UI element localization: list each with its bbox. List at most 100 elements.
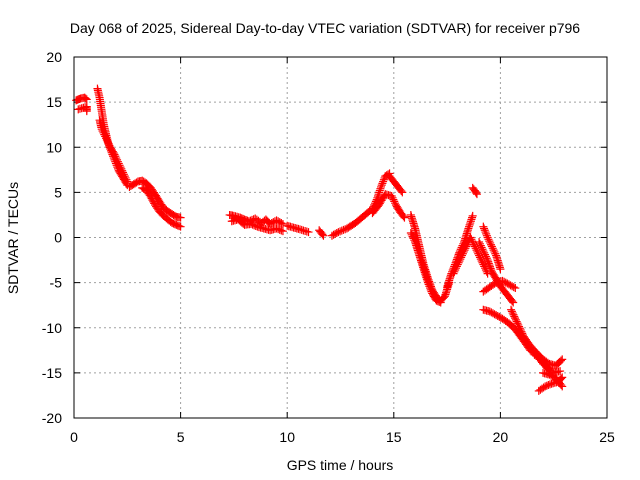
data-point [277,226,286,235]
data-point [436,298,445,307]
data-point [425,282,434,291]
data-point [467,235,476,244]
data-point [334,228,343,237]
data-point [466,233,475,242]
chart-title: Day 068 of 2025, Sidereal Day-to-day VTE… [70,20,580,36]
y-tick-label: -5 [50,275,63,291]
data-point [387,191,396,200]
data-point [472,188,481,197]
data-point [478,245,487,254]
data-point [103,137,112,146]
series-seg-g2 [368,190,409,222]
series-seg-o [530,350,565,377]
data-point [481,252,490,261]
data-point [101,132,110,141]
data-point [455,256,464,265]
data-point [510,312,519,321]
series-seg-k2 [479,222,505,274]
data-point [475,239,484,248]
data-point [479,247,488,256]
data-point [113,155,122,164]
data-point [476,255,485,264]
data-point [119,170,128,179]
data-point [509,310,518,319]
data-point [461,244,470,253]
series-seg-i2 [449,233,492,278]
series-seg-f [315,226,328,240]
data-point [515,322,524,331]
data-point [115,161,124,170]
data-point [97,125,106,134]
x-axis-label: GPS time / hours [287,457,394,473]
data-point [375,186,384,195]
data-point [480,224,489,233]
data-point [398,188,407,197]
data-point [475,251,484,260]
x-tick-label: 0 [70,429,78,445]
data-point [176,222,185,231]
data-point [456,255,465,264]
data-point [98,127,107,136]
data-point [82,107,91,116]
data-point [487,242,496,251]
series-seg-b2 [95,116,132,186]
data-point [390,197,399,206]
data-point [509,283,518,292]
x-tick-label: 15 [386,429,402,445]
data-point [277,219,286,228]
data-point [407,230,416,239]
data-point [176,213,185,222]
data-point [104,139,113,148]
data-point [491,249,500,258]
data-point [468,211,477,220]
data-point [485,261,494,270]
data-point [468,237,477,246]
data-point [474,249,483,258]
data-point [486,262,495,271]
data-point [399,212,408,221]
series-seg-d2 [227,215,287,236]
data-point [114,159,123,168]
data-point [490,247,499,256]
y-axis-label: SDTVAR / TECUs [5,182,21,294]
y-tick-label: 20 [46,49,62,65]
data-point [376,184,385,193]
data-point [460,246,469,255]
data-point [175,222,184,231]
data-point [487,240,496,249]
data-point [459,247,468,256]
data-point [410,236,419,245]
data-point [511,314,520,323]
data-point [426,285,435,294]
data-point [479,222,488,231]
data-point [482,229,491,238]
data-point [319,231,328,240]
data-point [122,175,131,184]
data-point [458,249,467,258]
x-tick-label: 10 [279,429,295,445]
data-point [82,95,91,104]
data-point [378,179,387,188]
data-point [426,284,435,293]
data-point [478,258,487,267]
data-point [120,172,129,181]
data-point [509,298,518,307]
data-point [511,284,520,293]
data-point [496,265,505,274]
data-point [466,219,475,228]
data-point [375,188,384,197]
data-point [449,269,458,278]
data-point [514,320,523,329]
data-point [480,248,489,257]
y-tick-label: 5 [54,184,62,200]
data-points [72,84,567,395]
data-point [388,193,397,202]
data-point [318,230,327,239]
data-point [465,220,474,229]
y-tick-label: -10 [42,320,62,336]
data-point [379,175,388,184]
data-point [278,219,287,228]
data-point [558,382,567,391]
x-tick-label: 25 [599,429,615,445]
